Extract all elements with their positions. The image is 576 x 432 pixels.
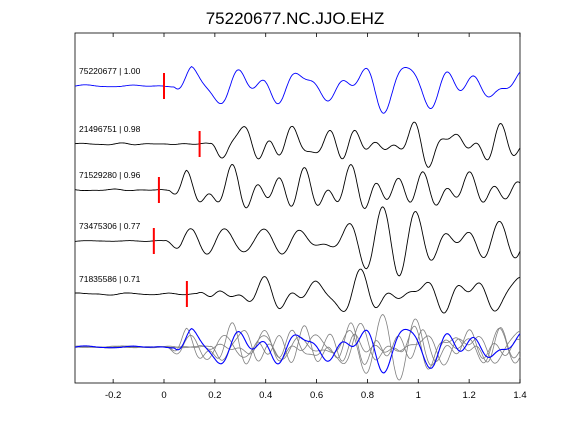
x-tick-label: 1.2: [463, 390, 476, 401]
x-tick-label: 0.6: [310, 390, 323, 401]
trace-label: 75220677 | 1.00: [79, 66, 141, 76]
trace-line: [74, 206, 521, 277]
stack-trace-line: [74, 327, 521, 374]
trace-line: [74, 164, 521, 209]
axes-box: [74, 32, 521, 384]
stack-trace-line: [74, 322, 521, 365]
x-tick-label: -0.2: [105, 390, 121, 401]
trace-line: [74, 121, 521, 168]
x-tick-label: 0: [161, 390, 166, 401]
chart-title: 75220677.NC.JJO.EHZ: [206, 9, 385, 28]
x-tick-label: 1: [416, 390, 421, 401]
trace-label: 73475306 | 0.77: [79, 221, 141, 231]
plot-area: -0.2 0 0.2 0.4 0.6 0.8 1 1.2 1.4 75220677 | 1.00 2…: [74, 32, 527, 401]
x-tick-label: 0.8: [361, 390, 374, 401]
trace-label: 71835586 | 0.71: [79, 274, 141, 284]
trace-label: 21496751 | 0.98: [79, 124, 141, 134]
x-tick-label: 1.4: [513, 390, 526, 401]
trace-line: [74, 66, 521, 114]
trace-line: [74, 268, 521, 314]
x-tick-label: 0.2: [208, 390, 221, 401]
x-tick-label: 0.4: [259, 390, 272, 401]
trace-label: 71529280 | 0.96: [79, 170, 141, 180]
